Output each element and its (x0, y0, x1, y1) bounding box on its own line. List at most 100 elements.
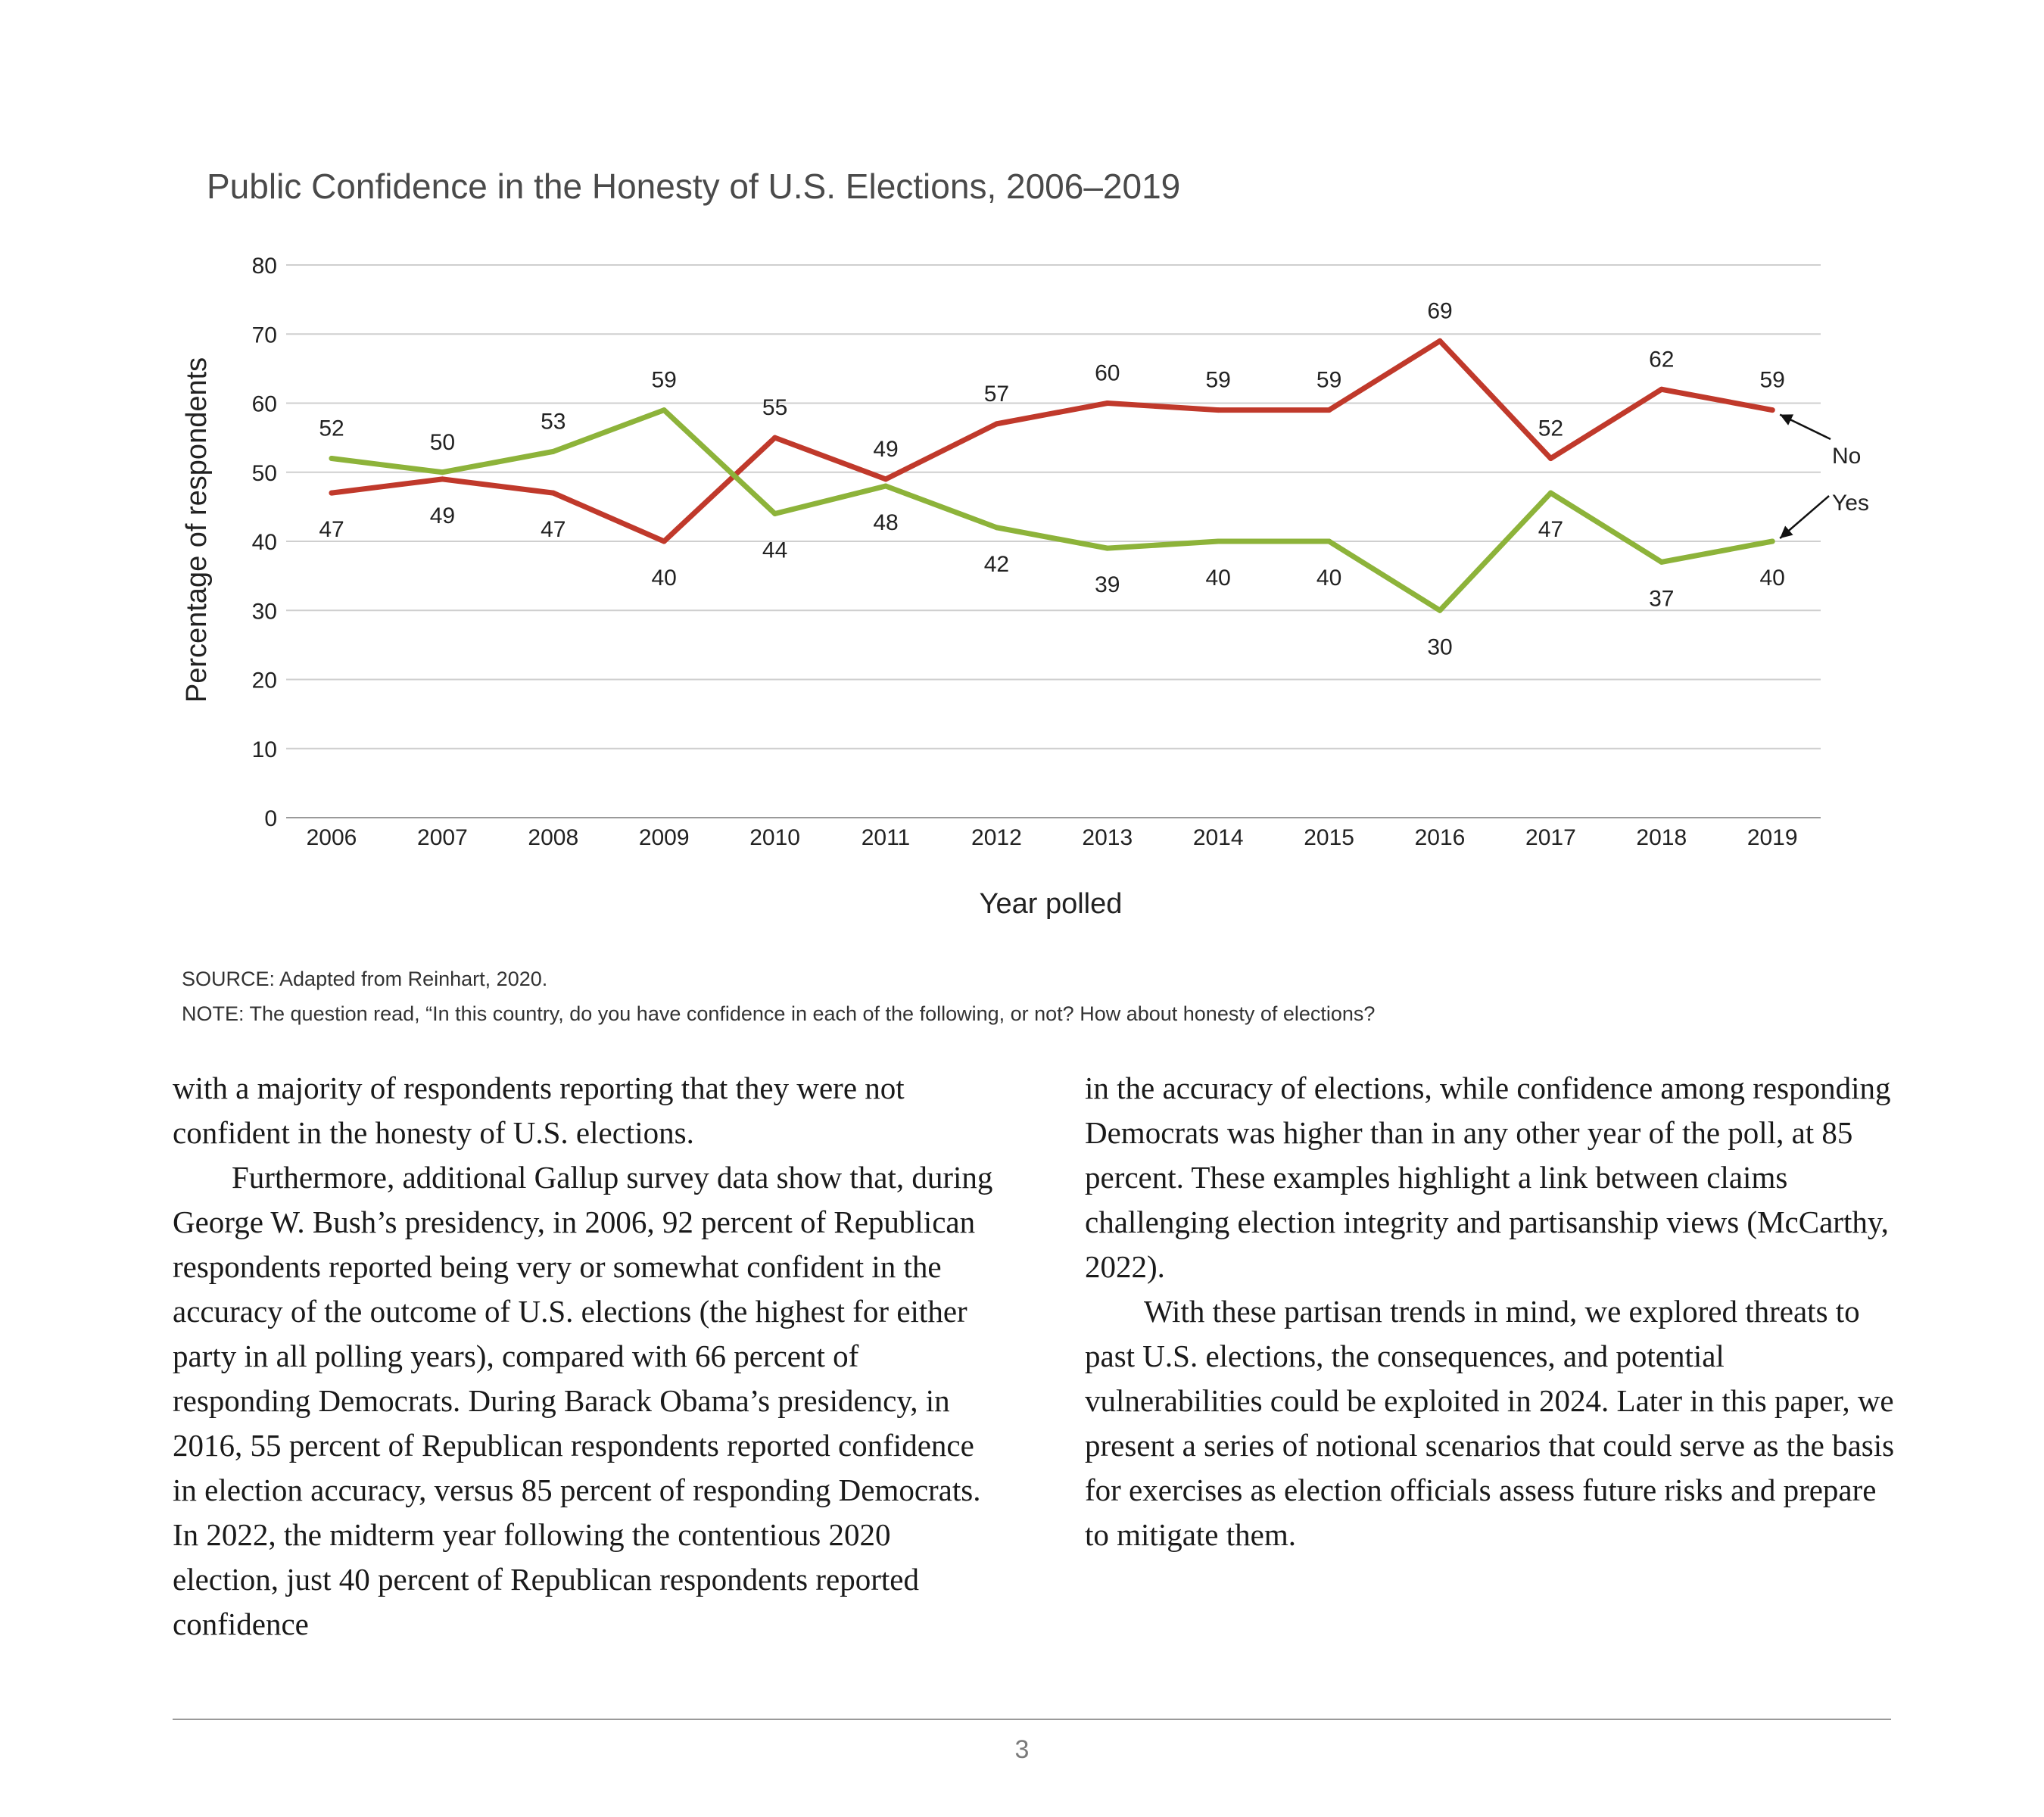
data-point-no (1437, 338, 1443, 344)
series-line-no (329, 338, 1775, 544)
data-point-no (550, 490, 556, 496)
body-column-left: with a majority of respondents reporting… (173, 1066, 994, 1647)
footer-divider (173, 1719, 1891, 1720)
x-axis-label: Year polled (980, 888, 1123, 920)
x-tick-label: 2017 (1525, 825, 1576, 850)
y-tick-label: 80 (252, 254, 277, 279)
line-chart: Public Confidence in the Honesty of U.S.… (181, 167, 1869, 920)
data-point-yes (439, 469, 445, 475)
data-point-no (1769, 407, 1775, 413)
paragraph: Furthermore, additional Gallup survey da… (173, 1160, 993, 1641)
y-tick-label: 70 (252, 323, 277, 348)
source-note: SOURCE: Adapted from Reinhart, 2020. (182, 968, 548, 990)
data-point-no (1105, 400, 1111, 406)
x-tick-label: 2019 (1747, 825, 1798, 850)
data-point-yes (661, 407, 667, 413)
data-label-yes: 52 (319, 416, 344, 441)
body-column-right: in the accuracy of elections, while conf… (1085, 1066, 1906, 1557)
data-label-yes: 53 (541, 409, 566, 434)
y-tick-label: 0 (264, 806, 277, 831)
x-tick-label: 2013 (1082, 825, 1133, 850)
data-label-no: 52 (1538, 416, 1563, 441)
data-label-no: 47 (541, 517, 566, 542)
x-tick-label: 2008 (528, 825, 578, 850)
data-point-yes (1215, 538, 1221, 544)
data-label-no: 47 (319, 517, 344, 542)
data-label-no: 62 (1649, 347, 1674, 372)
data-label-no: 40 (652, 566, 677, 591)
data-label-no: 49 (430, 503, 455, 528)
page-number: 3 (1014, 1735, 1030, 1764)
x-tick-label: 2016 (1415, 825, 1466, 850)
data-point-no (1326, 407, 1332, 413)
x-tick-label: 2011 (862, 825, 911, 850)
data-label-yes: 37 (1649, 586, 1674, 611)
paragraph: in the accuracy of elections, while conf… (1085, 1071, 1891, 1284)
data-label-yes: 40 (1316, 566, 1341, 591)
x-tick-label: 2007 (417, 825, 468, 850)
chart-notes: SOURCE: Adapted from Reinhart, 2020. NOT… (182, 961, 1923, 1031)
x-tick-label: 2012 (971, 825, 1022, 850)
question-note: NOTE: The question read, “In this countr… (182, 1002, 1376, 1025)
data-point-yes (1769, 538, 1775, 544)
y-tick-label: 10 (252, 737, 277, 762)
data-label-yes: 59 (652, 368, 677, 393)
x-tick-label: 2014 (1193, 825, 1244, 850)
data-point-no (1215, 407, 1221, 413)
x-tick-label: 2015 (1304, 825, 1354, 850)
data-point-no (329, 490, 335, 496)
legend-arrow-no (1779, 413, 1831, 441)
paragraph: with a majority of respondents reporting… (173, 1071, 905, 1150)
data-point-yes (1437, 607, 1443, 613)
legend-arrow-yes (1779, 495, 1830, 539)
data-point-yes (329, 456, 335, 461)
series-line-yes (329, 407, 1775, 613)
data-label-no: 57 (984, 382, 1009, 407)
x-tick-label: 2010 (749, 825, 800, 850)
data-point-yes (1326, 538, 1332, 544)
data-point-no (883, 476, 889, 482)
data-point-no (439, 476, 445, 482)
data-point-no (772, 435, 778, 441)
paragraph: With these partisan trends in mind, we e… (1085, 1294, 1895, 1552)
data-label-no: 59 (1760, 368, 1785, 393)
data-label-no: 69 (1427, 298, 1452, 323)
data-point-yes (993, 525, 999, 531)
data-point-no (1547, 456, 1553, 461)
data-label-no: 55 (762, 395, 787, 420)
data-label-no: 59 (1316, 368, 1341, 393)
data-point-yes (550, 448, 556, 454)
data-label-yes: 48 (873, 510, 898, 535)
data-label-no: 49 (873, 437, 898, 462)
data-label-yes: 40 (1206, 566, 1231, 591)
data-label-yes: 42 (984, 552, 1009, 577)
data-point-yes (883, 483, 889, 489)
data-label-yes: 47 (1538, 517, 1563, 542)
data-label-yes: 30 (1427, 634, 1452, 659)
data-label-yes: 44 (762, 538, 787, 563)
legend-label-no: No (1832, 444, 1861, 469)
data-point-no (993, 421, 999, 427)
y-tick-label: 40 (252, 530, 277, 555)
data-label-yes: 50 (430, 430, 455, 455)
data-point-yes (772, 511, 778, 516)
x-tick-label: 2006 (307, 825, 357, 850)
data-label-yes: 40 (1760, 566, 1785, 591)
y-tick-label: 30 (252, 599, 277, 624)
data-point-no (661, 538, 667, 544)
y-axis-label: Percentage of respondents (181, 357, 213, 703)
x-tick-label: 2018 (1636, 825, 1687, 850)
data-label-no: 60 (1095, 361, 1120, 386)
data-point-yes (1547, 490, 1553, 496)
data-point-no (1659, 386, 1665, 392)
data-point-yes (1105, 545, 1111, 551)
y-tick-label: 60 (252, 392, 277, 417)
data-label-no: 59 (1206, 368, 1231, 393)
x-tick-label: 2009 (639, 825, 690, 850)
legend-label-yes: Yes (1832, 491, 1869, 516)
chart-title: Public Confidence in the Honesty of U.S.… (207, 167, 1180, 206)
y-tick-label: 50 (252, 461, 277, 486)
y-tick-label: 20 (252, 669, 277, 693)
data-label-yes: 39 (1095, 572, 1120, 597)
data-point-yes (1659, 559, 1665, 565)
